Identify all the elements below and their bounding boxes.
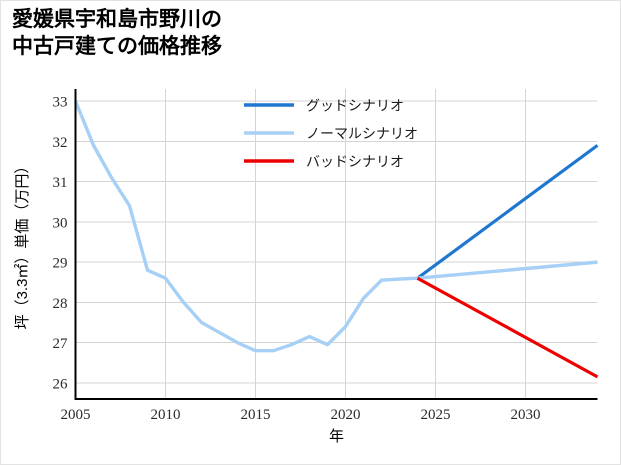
axis-labels-group: 年 坪（3.3㎡）単価（万円） xyxy=(14,159,344,445)
axis-spines-group xyxy=(74,89,598,401)
y-tick-label: 26 xyxy=(53,376,69,392)
x-tick-label: 2015 xyxy=(241,407,271,423)
x-tick-label: 2020 xyxy=(331,407,361,423)
x-tick-label: 2010 xyxy=(151,407,181,423)
series-group xyxy=(73,100,599,379)
series-line-normal xyxy=(73,100,598,353)
series-line-bad xyxy=(416,276,599,379)
y-tick-label: 27 xyxy=(53,336,69,352)
y-tick-label: 31 xyxy=(53,175,68,191)
legend-label-2: バッドシナリオ xyxy=(306,154,404,170)
y-tick-label: 29 xyxy=(53,256,68,272)
y-tick-label: 28 xyxy=(53,296,68,312)
legend-label-1: ノーマルシナリオ xyxy=(306,126,418,142)
y-tick-label: 33 xyxy=(53,95,68,111)
y-axis-label: 坪（3.3㎡）単価（万円） xyxy=(14,159,31,330)
x-tick-label: 2030 xyxy=(511,407,541,423)
x-axis-ticks-group: 2005 2010 2015 2020 2025 2030 xyxy=(61,407,541,423)
y-tick-label: 32 xyxy=(53,135,68,151)
page-title: 愛媛県宇和島市野川の 中古戸建ての価格推移 xyxy=(12,8,222,58)
x-axis-label: 年 xyxy=(329,428,344,445)
x-tick-label: 2005 xyxy=(61,407,91,423)
y-tick-label: 30 xyxy=(53,215,68,231)
legend-label-0: グッドシナリオ xyxy=(306,98,404,114)
x-tick-label: 2025 xyxy=(421,407,451,423)
series-line-good xyxy=(416,144,599,280)
y-axis-ticks-group: 26 27 28 29 30 31 32 33 xyxy=(53,95,69,393)
gridlines-group xyxy=(75,89,598,399)
